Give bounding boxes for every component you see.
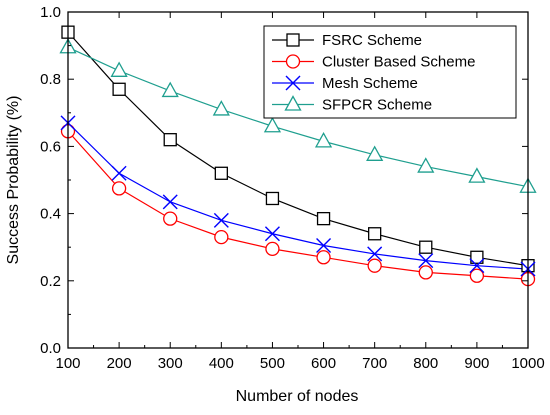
- data-point-square: [470, 250, 484, 264]
- data-point-triangle: [212, 100, 230, 116]
- data-point-square: [419, 240, 433, 254]
- data-point-circle: [418, 265, 433, 280]
- y-tick-label: 0.0: [40, 340, 61, 357]
- x-tick-label: 100: [55, 355, 80, 372]
- data-point-triangle: [263, 116, 282, 133]
- data-point-square: [214, 166, 228, 180]
- x-tick-label: 600: [311, 355, 336, 372]
- x-tick-label: 700: [362, 355, 387, 372]
- x-tick-label: 400: [209, 355, 234, 372]
- series-line-circle: [67, 130, 529, 280]
- y-tick-label: 0.8: [40, 71, 61, 88]
- legend-marker-circle: [285, 54, 301, 69]
- legend-label: FSRC Scheme: [322, 32, 422, 49]
- y-tick-label: 1.0: [40, 4, 61, 21]
- legend-label: SFPCR Scheme: [322, 97, 432, 114]
- series-line-square: [67, 31, 529, 267]
- data-point-circle: [316, 250, 331, 265]
- data-point-triangle: [161, 81, 179, 98]
- data-point-circle: [265, 241, 280, 257]
- data-point-triangle: [110, 61, 128, 77]
- data-point-circle: [214, 229, 229, 245]
- legend-label: Cluster Based Scheme: [322, 54, 475, 71]
- x-tick-label: 200: [107, 355, 132, 372]
- x-tick-label: 900: [464, 355, 489, 372]
- x-tick-label: 1000: [511, 355, 544, 372]
- y-axis-title: Success Probability (%): [5, 96, 22, 265]
- data-point-x: [213, 212, 229, 228]
- x-tick-label: 800: [413, 355, 438, 372]
- data-point-x: [367, 246, 383, 262]
- data-point-x: [162, 194, 178, 210]
- data-point-square: [265, 191, 280, 206]
- data-point-x: [111, 165, 127, 181]
- data-point-triangle: [468, 167, 486, 183]
- data-point-x: [264, 226, 280, 242]
- x-tick-label: 300: [158, 355, 183, 372]
- data-point-triangle: [417, 157, 435, 173]
- legend-label: Mesh Scheme: [322, 75, 418, 92]
- data-point-x: [418, 253, 434, 269]
- data-point-square: [112, 82, 126, 96]
- series-line-x: [67, 122, 529, 270]
- data-point-circle: [163, 211, 178, 226]
- data-point-square: [316, 211, 331, 226]
- series-line-triangle: [67, 46, 529, 188]
- data-point-circle: [367, 258, 382, 273]
- legend-box: [263, 25, 517, 119]
- x-axis-title: Number of nodes: [236, 388, 359, 405]
- legend-marker-x: [285, 75, 301, 91]
- data-point-square: [368, 227, 382, 241]
- legend-marker-square: [286, 33, 300, 47]
- data-point-circle: [111, 181, 127, 196]
- legend-marker-triangle: [284, 95, 302, 111]
- data-point-x: [469, 258, 485, 274]
- data-point-triangle: [366, 145, 384, 161]
- y-tick-label: 0.4: [40, 206, 61, 223]
- x-tick-label: 500: [260, 355, 285, 372]
- data-point-circle: [469, 268, 485, 283]
- data-point-x: [316, 238, 332, 254]
- y-tick-label: 0.2: [40, 273, 61, 290]
- data-point-square: [163, 133, 177, 147]
- y-tick-label: 0.6: [40, 138, 61, 155]
- data-point-triangle: [314, 132, 333, 148]
